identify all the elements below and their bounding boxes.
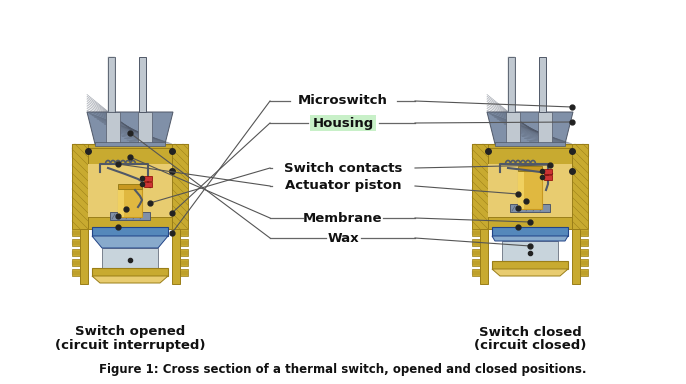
Text: Wax: Wax [327, 232, 359, 245]
Bar [88, 164, 172, 217]
Bar [72, 144, 88, 229]
Text: Membrane: Membrane [303, 212, 383, 225]
Bar [508, 57, 515, 112]
Bar [506, 112, 520, 144]
Bar [80, 229, 88, 284]
Bar [118, 189, 124, 217]
Polygon shape [492, 269, 568, 276]
Polygon shape [472, 249, 480, 256]
Bar [92, 268, 168, 276]
Polygon shape [580, 229, 588, 236]
Text: (circuit interrupted): (circuit interrupted) [55, 339, 205, 353]
Bar [118, 184, 142, 189]
Polygon shape [580, 239, 588, 246]
Bar [510, 204, 550, 212]
Polygon shape [180, 239, 188, 246]
Polygon shape [180, 229, 188, 236]
Bar [172, 229, 180, 284]
Polygon shape [72, 259, 80, 266]
Text: Actuator piston: Actuator piston [285, 179, 401, 192]
Polygon shape [472, 144, 588, 156]
Bar [518, 166, 542, 171]
Bar [572, 144, 588, 229]
Polygon shape [580, 259, 588, 266]
Bar [539, 57, 546, 112]
Polygon shape [580, 249, 588, 256]
Polygon shape [72, 249, 80, 256]
Bar [572, 229, 580, 284]
Bar [118, 189, 142, 217]
Polygon shape [472, 229, 480, 236]
Bar [92, 227, 168, 236]
Bar [95, 142, 165, 146]
Text: Switch opened: Switch opened [75, 326, 185, 339]
Bar [110, 212, 150, 220]
Polygon shape [472, 269, 480, 276]
Polygon shape [72, 229, 80, 236]
Polygon shape [492, 236, 568, 241]
Bar [544, 169, 552, 174]
Polygon shape [580, 269, 588, 276]
Polygon shape [72, 144, 188, 156]
Bar [518, 171, 524, 209]
Bar [144, 176, 152, 181]
Bar [488, 148, 572, 164]
Bar [88, 148, 172, 164]
Bar [492, 261, 568, 269]
Bar [108, 57, 115, 112]
Text: Figure 1: Cross section of a thermal switch, opened and closed positions.: Figure 1: Cross section of a thermal swi… [99, 362, 587, 376]
Bar [518, 171, 542, 209]
Bar [108, 57, 115, 112]
Bar [172, 144, 188, 229]
Polygon shape [472, 239, 480, 246]
Bar [488, 164, 572, 217]
Bar [495, 142, 565, 146]
Text: Housing: Housing [312, 116, 374, 129]
Polygon shape [180, 249, 188, 256]
Bar [138, 112, 152, 144]
Bar [88, 217, 172, 229]
Bar [144, 182, 152, 187]
Bar [502, 241, 558, 263]
Bar [102, 248, 158, 270]
Polygon shape [92, 276, 168, 283]
Polygon shape [87, 112, 173, 144]
Text: (circuit closed): (circuit closed) [474, 339, 587, 353]
Polygon shape [180, 269, 188, 276]
Polygon shape [487, 112, 573, 144]
Bar [480, 229, 488, 284]
Bar [139, 57, 146, 112]
Bar [488, 217, 572, 229]
Polygon shape [180, 259, 188, 266]
Polygon shape [472, 259, 480, 266]
Polygon shape [72, 239, 80, 246]
Text: Microswitch: Microswitch [298, 94, 388, 108]
Text: Switch closed: Switch closed [479, 326, 581, 339]
Bar [538, 112, 552, 144]
Bar [544, 175, 552, 180]
Bar [472, 144, 488, 229]
Text: Switch contacts: Switch contacts [284, 162, 402, 174]
Bar [492, 227, 568, 236]
Bar [106, 112, 120, 144]
Polygon shape [72, 269, 80, 276]
Polygon shape [92, 236, 168, 248]
Bar [508, 57, 515, 112]
